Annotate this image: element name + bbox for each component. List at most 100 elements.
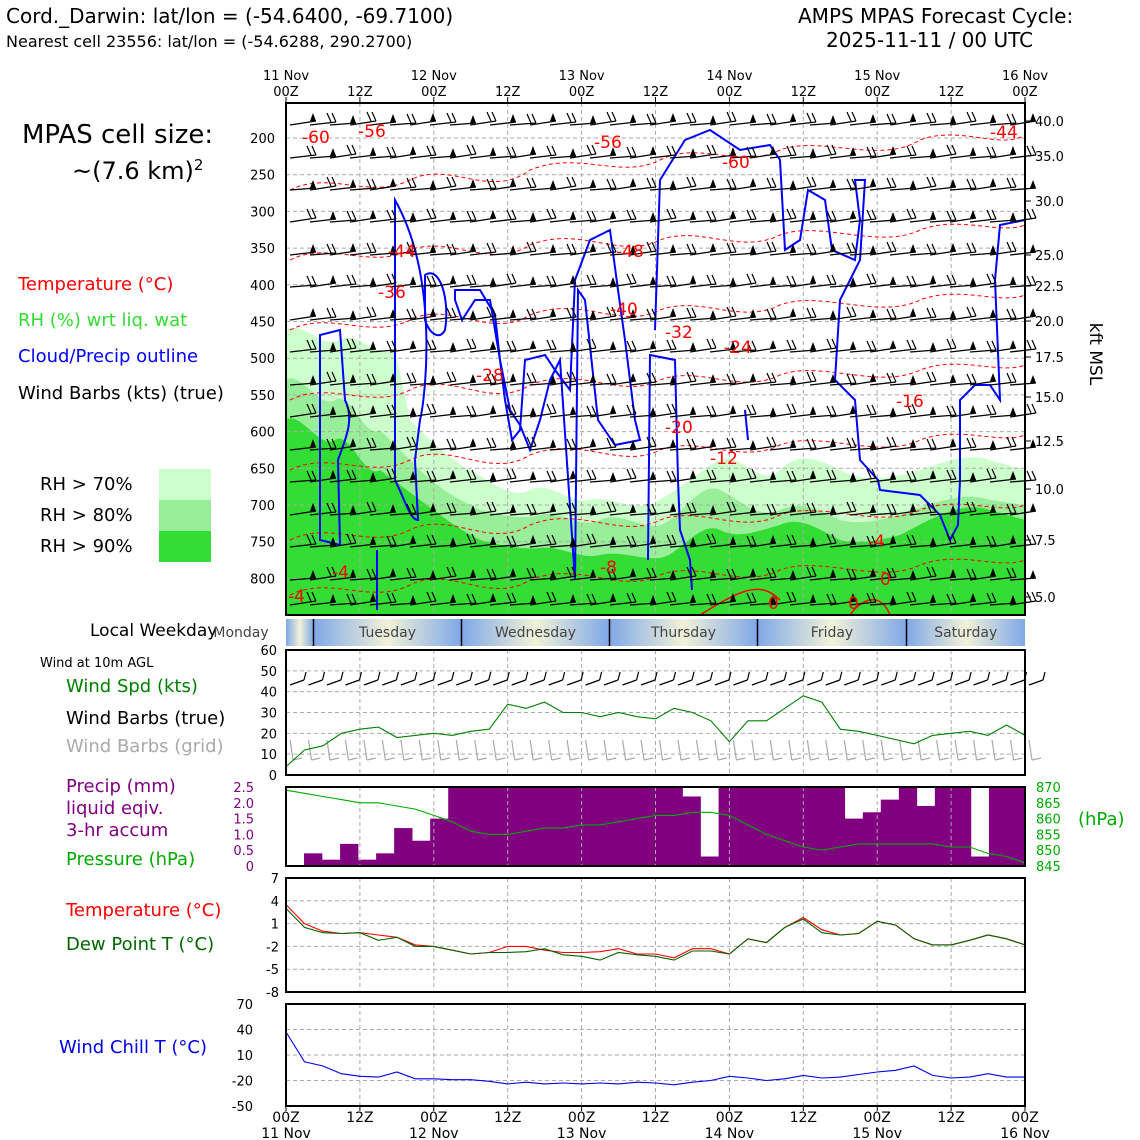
wind-barb-feather bbox=[831, 210, 837, 221]
wind-barb-flag bbox=[770, 340, 776, 348]
precip-bar bbox=[952, 787, 972, 866]
wind-barb-feather bbox=[1006, 372, 1012, 383]
wind-barb-staff bbox=[729, 511, 757, 516]
wind-barb-flag bbox=[470, 505, 476, 513]
wind-barb-staff bbox=[509, 219, 537, 223]
wind-barb-staff bbox=[949, 600, 977, 606]
cloud-outline-5 bbox=[654, 128, 1026, 543]
wind-barb-flag bbox=[930, 594, 936, 602]
wind-barb-feather bbox=[486, 178, 492, 189]
wind-chill-line bbox=[285, 1031, 1025, 1086]
wind-barb-flag bbox=[530, 595, 536, 603]
sfc-barb-grid-feather bbox=[569, 757, 580, 761]
wind-barb-feather bbox=[1026, 208, 1032, 219]
sfc-barb-grid-feather bbox=[717, 757, 728, 761]
wind-barb-flag bbox=[310, 570, 316, 578]
sfc-barb-true-feather bbox=[617, 671, 621, 681]
top-hour-label: 12Z bbox=[643, 85, 669, 100]
wind-barb-staff bbox=[709, 217, 737, 223]
wind-barb-staff bbox=[329, 219, 357, 223]
weekday-cell bbox=[313, 619, 462, 646]
wind-barb-feather bbox=[946, 405, 952, 416]
wind-barb-feather bbox=[871, 209, 877, 220]
wind-barb-staff bbox=[929, 542, 957, 548]
sfc-barb-grid-feather bbox=[847, 757, 857, 761]
wind-barb-staff bbox=[629, 602, 657, 606]
wind-barb-feather bbox=[631, 209, 637, 220]
wind-barb-feather bbox=[1011, 436, 1017, 447]
wind-barb-staff bbox=[489, 155, 517, 159]
wind-barb-staff bbox=[749, 445, 777, 451]
wind-barb-flag bbox=[630, 568, 636, 576]
wind-barb-staff bbox=[409, 217, 437, 223]
wind-barb-staff bbox=[529, 120, 557, 126]
wind-barb-feather bbox=[911, 145, 917, 156]
wind-barb-flag bbox=[670, 375, 676, 383]
wind-barb-feather bbox=[731, 242, 737, 253]
wind-barb-staff bbox=[489, 316, 517, 321]
wind-barb-flag bbox=[850, 536, 856, 544]
sfc-barb-grid-feather bbox=[551, 757, 561, 761]
sfc-barb-grid bbox=[603, 739, 608, 761]
height-tick-label: 40.0 bbox=[1035, 115, 1064, 130]
wind-barb-staff bbox=[509, 381, 537, 386]
wind-barb-feather bbox=[531, 241, 537, 252]
wind-barb-feather bbox=[511, 535, 517, 546]
wind-barb-staff bbox=[289, 154, 317, 159]
precip-bar bbox=[862, 812, 882, 866]
wind-barb-feather bbox=[491, 437, 497, 448]
precip-bar bbox=[340, 843, 359, 866]
wind-barb-feather bbox=[646, 503, 652, 514]
weekday-name: Friday bbox=[811, 625, 853, 641]
wind-barb-staff bbox=[289, 510, 317, 516]
wind-barb-staff bbox=[609, 121, 637, 126]
wind-barb-feather bbox=[971, 501, 977, 512]
wind-barb-staff bbox=[509, 122, 537, 126]
wind-barb-flag bbox=[450, 470, 456, 478]
wind-barb-flag bbox=[550, 375, 556, 383]
wind-barb-feather bbox=[686, 438, 692, 449]
wind-barb-feather bbox=[746, 468, 752, 479]
chill-tick-label: -50 bbox=[232, 1100, 253, 1115]
wind-barb-flag bbox=[930, 537, 936, 545]
wind-barb-feather bbox=[306, 145, 312, 156]
wind-barb-staff bbox=[609, 282, 637, 288]
wind-barb-flag bbox=[430, 570, 436, 578]
wind-barb-flag bbox=[790, 113, 796, 121]
wind-barb-feather bbox=[306, 275, 312, 286]
wind-barb-staff bbox=[529, 315, 557, 321]
wind-barb-staff bbox=[389, 445, 417, 451]
wind-barb-staff bbox=[629, 576, 657, 581]
wind-barb-staff bbox=[789, 511, 817, 516]
wind-barb-staff bbox=[909, 601, 937, 606]
wind-barb-flag bbox=[770, 146, 776, 154]
wind-barb-feather bbox=[906, 403, 912, 414]
sfc-barb-true-feather bbox=[340, 671, 344, 681]
wind-barb-staff bbox=[729, 185, 757, 191]
precip-bar bbox=[610, 787, 629, 866]
wind-barb-feather bbox=[831, 274, 837, 285]
wind-barb-feather bbox=[911, 339, 917, 350]
wind-barb-feather bbox=[851, 373, 857, 384]
wind-barb-feather bbox=[611, 178, 617, 189]
wind-barb-feather bbox=[851, 178, 857, 189]
wind-barb-feather bbox=[806, 566, 812, 577]
wind-barb-flag bbox=[810, 537, 816, 545]
wind-barb-staff bbox=[629, 283, 657, 288]
wind-barb-staff bbox=[789, 218, 817, 223]
wind-barb-feather bbox=[526, 436, 532, 447]
wind-barb-staff bbox=[929, 250, 957, 256]
wind-barb-feather bbox=[411, 113, 417, 124]
wind-barb-feather bbox=[811, 112, 817, 123]
wind-barb-staff bbox=[489, 544, 517, 548]
wind-barb-flag bbox=[470, 374, 476, 382]
wind-barb-feather bbox=[811, 438, 817, 449]
sfc-barb-true-feather bbox=[857, 671, 861, 681]
wind-barb-flag bbox=[370, 147, 376, 155]
wind-barb-staff bbox=[749, 414, 777, 418]
wind-barb-feather bbox=[591, 533, 597, 544]
wind-barb-feather bbox=[826, 338, 832, 349]
wind-barb-flag bbox=[830, 505, 836, 513]
wind-barb-feather bbox=[466, 338, 472, 349]
wind-barb-flag bbox=[870, 178, 876, 186]
